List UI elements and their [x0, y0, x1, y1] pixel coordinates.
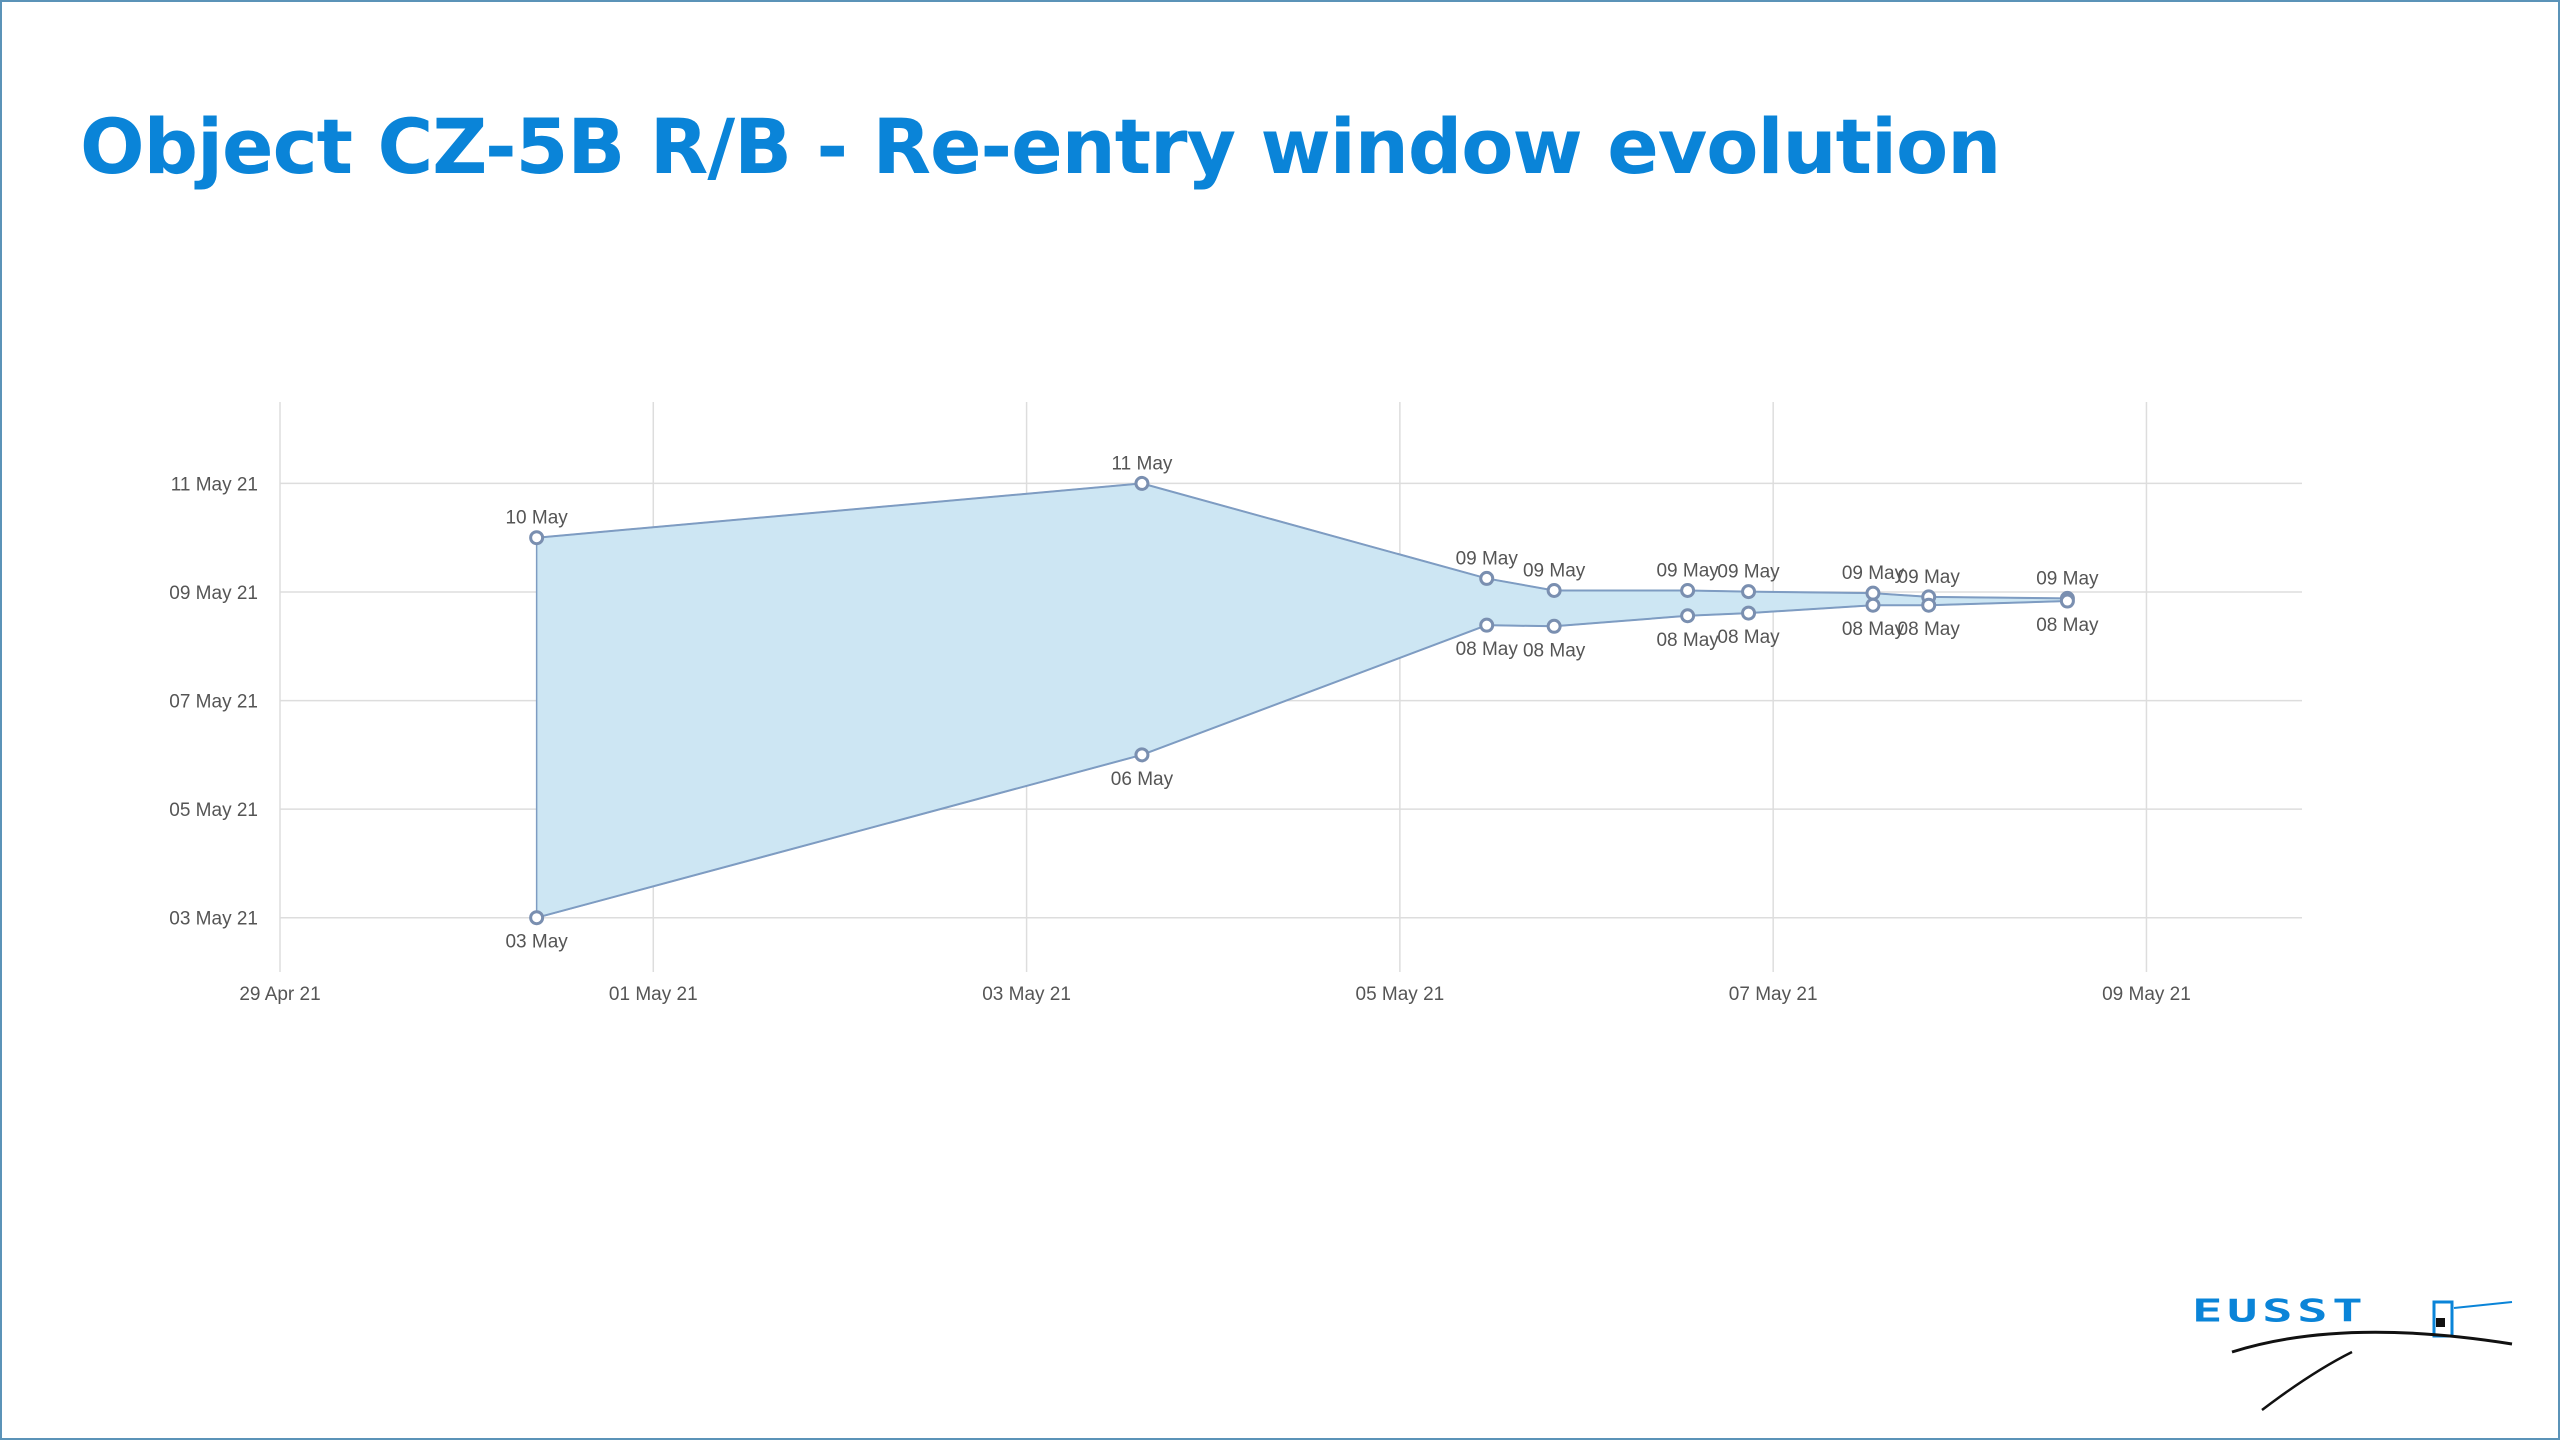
x-tick-label: 01 May 21 — [609, 984, 698, 1005]
lower-point — [1865, 597, 1881, 613]
upper-point-label: 10 May — [505, 508, 568, 529]
upper-point-label: 09 May — [1898, 567, 1961, 588]
y-tick-label: 11 May 21 — [171, 474, 258, 495]
upper-point — [1546, 582, 1562, 598]
lower-point — [1741, 605, 1757, 621]
upper-point — [1134, 475, 1150, 491]
data-markers — [529, 475, 2075, 926]
upper-point-label: 09 May — [1456, 548, 1519, 569]
lower-point-label: 08 May — [1717, 627, 1780, 648]
lower-point — [2059, 593, 2075, 609]
lower-point-label: 08 May — [2036, 615, 2099, 636]
logo-text: EUSST — [2192, 1293, 2367, 1329]
lower-point — [1134, 747, 1150, 763]
upper-point-label: 09 May — [1842, 563, 1905, 584]
upper-point-label: 09 May — [1656, 560, 1719, 581]
upper-point — [529, 530, 545, 546]
upper-point — [1479, 570, 1495, 586]
lower-point — [529, 910, 545, 926]
lower-point — [1680, 608, 1696, 624]
lower-point-label: 08 May — [1656, 630, 1719, 651]
upper-point-label: 11 May — [1111, 453, 1172, 474]
lower-point-label: 06 May — [1111, 769, 1174, 790]
eusst-logo: EUSST — [2192, 1293, 2513, 1411]
lower-point-label: 08 May — [1523, 640, 1586, 661]
y-tick-label: 05 May 21 — [169, 800, 258, 821]
upper-point-label: 09 May — [1717, 562, 1780, 583]
y-tick-label: 03 May 21 — [169, 909, 258, 930]
y-tick-label: 07 May 21 — [169, 692, 258, 713]
upper-point — [1741, 584, 1757, 600]
upper-point — [1680, 582, 1696, 598]
x-tick-label: 07 May 21 — [1729, 984, 1818, 1005]
upper-point-label: 09 May — [1523, 560, 1586, 581]
lower-point — [1546, 618, 1562, 634]
lower-point-label: 03 May — [505, 932, 568, 953]
x-tick-label: 03 May 21 — [982, 984, 1071, 1005]
lower-point — [1921, 597, 1937, 613]
lower-point-label: 08 May — [1898, 619, 1961, 640]
y-tick-label: 09 May 21 — [169, 583, 258, 604]
x-tick-label: 05 May 21 — [1356, 984, 1445, 1005]
x-tick-label: 09 May 21 — [2102, 984, 2191, 1005]
tick-labels: 29 Apr 21 01 May 21 03 May 21 05 May 21 07 M… — [169, 474, 2191, 1005]
upper-point — [1865, 585, 1881, 601]
x-tick-label: 29 Apr 21 — [239, 984, 320, 1005]
lower-point — [1479, 617, 1495, 633]
lower-point-label: 08 May — [1842, 619, 1905, 640]
lower-point-label: 08 May — [1456, 639, 1519, 660]
page-title: Object CZ-5B R/B - Re-entry window evolu… — [80, 102, 2001, 191]
upper-point-label: 09 May — [2036, 568, 2099, 589]
